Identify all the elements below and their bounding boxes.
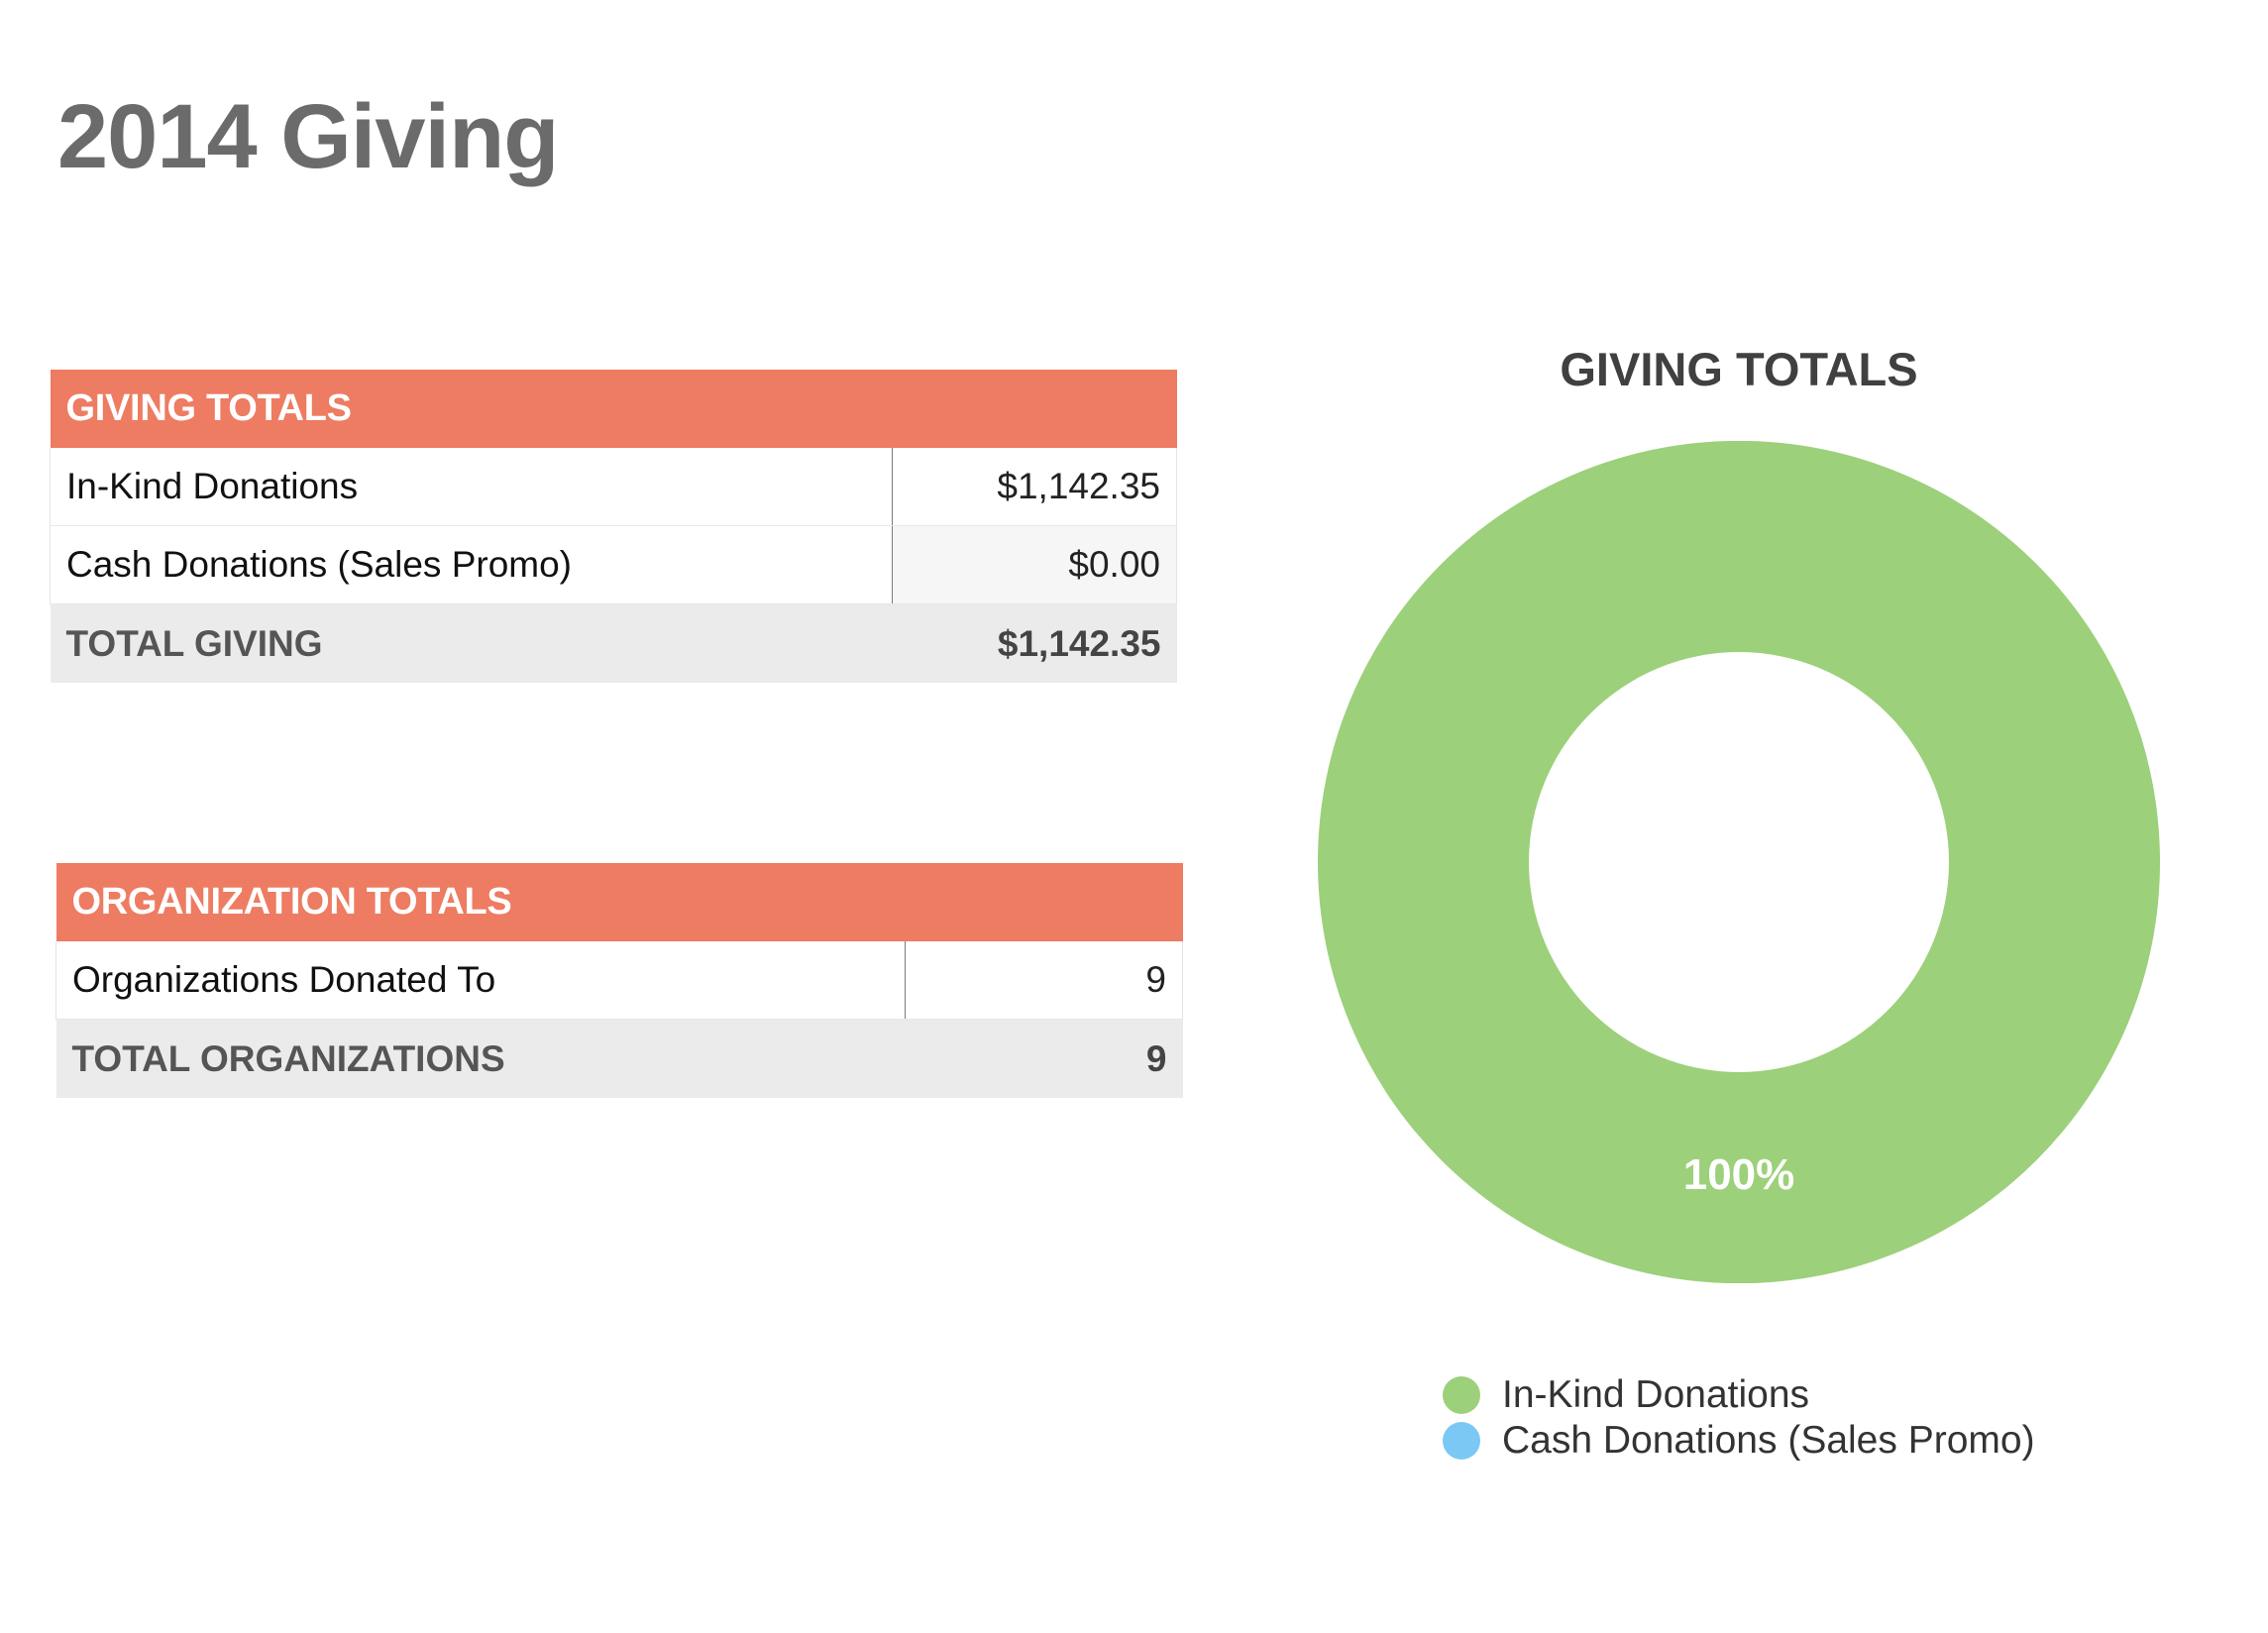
legend-label-cash: Cash Donations (Sales Promo) [1502,1419,2035,1462]
chart-title: GIVING TOTALS [1560,343,1918,395]
page-title: 2014 Giving [57,86,559,187]
legend-label-in-kind: In-Kind Donations [1502,1373,1810,1416]
organization-totals-header-row: ORGANIZATION TOTALS [55,863,1183,941]
donut-slice-in-kind [1318,441,2160,1283]
in-kind-donations-value: $1,142.35 [892,448,1177,526]
organizations-donated-to-label: Organizations Donated To [55,941,906,1020]
total-organizations-label: TOTAL ORGANIZATIONS [55,1019,906,1098]
legend-swatch-in-kind [1443,1376,1480,1414]
in-kind-donations-label: In-Kind Donations [50,448,893,526]
total-organizations-value: 9 [905,1019,1183,1098]
giving-totals-donut-chart: 100% [1318,441,2160,1283]
table-row: In-Kind Donations $1,142.35 [50,448,1177,526]
chart-legend: In-Kind Donations Cash Donations (Sales … [1443,1372,2035,1464]
legend-swatch-cash [1443,1422,1480,1460]
giving-totals-header: GIVING TOTALS [50,370,1177,448]
legend-item-in-kind: In-Kind Donations [1443,1372,2035,1418]
total-organizations-row: TOTAL ORGANIZATIONS 9 [55,1019,1183,1098]
giving-totals-table: GIVING TOTALS In-Kind Donations $1,142.3… [50,370,1177,683]
total-giving-value: $1,142.35 [892,603,1177,683]
organization-totals-header: ORGANIZATION TOTALS [55,863,1183,941]
organization-totals-table: ORGANIZATION TOTALS Organizations Donate… [55,863,1183,1098]
legend-item-cash: Cash Donations (Sales Promo) [1443,1418,2035,1464]
table-row: Organizations Donated To 9 [55,941,1183,1020]
total-giving-row: TOTAL GIVING $1,142.35 [50,603,1177,683]
donut-data-label-in-kind: 100% [1683,1150,1795,1199]
cash-donations-label: Cash Donations (Sales Promo) [50,525,893,604]
organizations-donated-to-value: 9 [905,941,1183,1020]
cash-donations-value: $0.00 [892,525,1177,604]
table-row: Cash Donations (Sales Promo) $0.00 [50,525,1177,604]
total-giving-label: TOTAL GIVING [50,603,893,683]
giving-totals-header-row: GIVING TOTALS [50,370,1177,448]
